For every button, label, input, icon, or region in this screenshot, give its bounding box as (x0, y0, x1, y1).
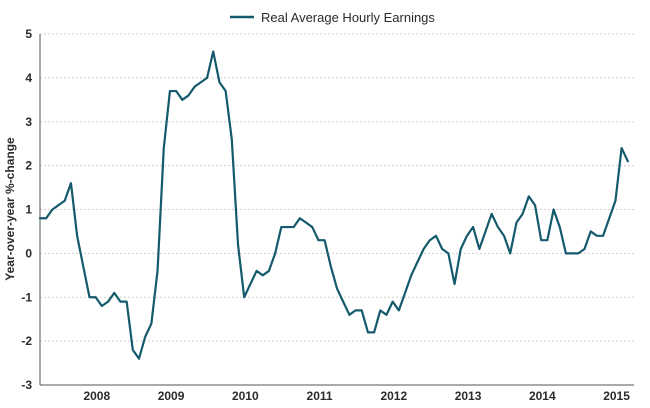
legend-label-real-average-hourly-earnings: Real Average Hourly Earnings (261, 10, 435, 25)
gridlines (40, 33, 634, 342)
y-tick-labels: -3 -2 -1 0 1 2 3 4 5 (21, 27, 32, 392)
x-tick-label: 2009 (158, 389, 185, 403)
x-tick-label: 2011 (307, 389, 333, 403)
y-axis-title: Year-over-year %-change (3, 137, 17, 281)
series-line-real-average-hourly-earnings (38, 50, 629, 360)
y-tick-label: -1 (21, 290, 32, 304)
x-tick-labels: 2008 2009 2010 2011 2012 2013 2014 2015 (83, 389, 630, 403)
legend: Real Average Hourly Earnings (230, 10, 435, 25)
x-tick-label: 2014 (529, 389, 556, 403)
x-tick-label: 2015 (603, 389, 630, 403)
y-tick-label: 4 (25, 71, 32, 85)
y-tick-label: 0 (25, 246, 32, 260)
y-tick-label: 1 (25, 203, 32, 217)
y-tick-label: 2 (25, 159, 32, 173)
x-tick-label: 2010 (232, 389, 259, 403)
y-tick-label: -2 (21, 334, 32, 348)
y-tick-label: -3 (21, 378, 32, 392)
x-tick-label: 2008 (83, 389, 110, 403)
y-tick-label: 3 (25, 115, 32, 129)
series-lines (38, 50, 629, 360)
y-tick-label: 5 (25, 27, 32, 41)
x-tick-label: 2013 (455, 389, 482, 403)
axes (39, 34, 634, 386)
x-tick-label: 2012 (380, 389, 407, 403)
